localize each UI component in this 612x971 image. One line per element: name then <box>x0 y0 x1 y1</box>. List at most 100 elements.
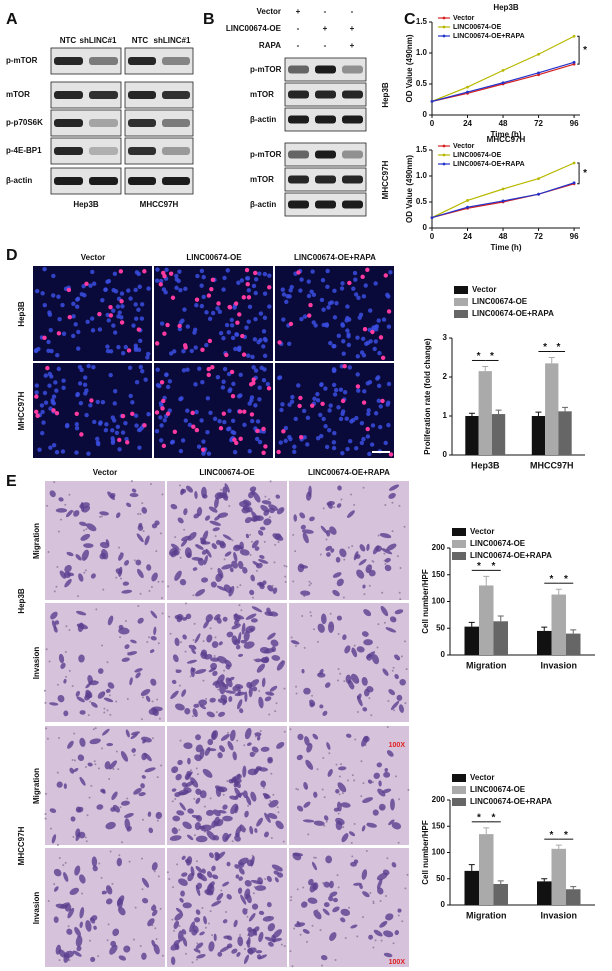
pore <box>383 621 386 624</box>
row-label: mTOR <box>250 175 274 184</box>
nucleus <box>91 364 96 370</box>
pore <box>377 623 380 626</box>
cell <box>266 902 272 908</box>
cell <box>80 533 91 541</box>
cell <box>367 779 373 784</box>
cell <box>301 529 314 534</box>
cell <box>147 811 152 817</box>
nucleus <box>346 334 351 339</box>
nucleus <box>261 377 267 383</box>
nucleus <box>249 395 255 400</box>
cell <box>217 698 228 704</box>
edu-nucleus <box>266 386 272 391</box>
cell <box>252 929 258 936</box>
nucleus <box>217 309 223 314</box>
pore <box>351 855 354 858</box>
cell <box>146 564 152 571</box>
error-bar <box>541 878 548 882</box>
cell <box>223 584 232 593</box>
pore <box>161 493 164 496</box>
x-tick-label: 24 <box>463 232 472 241</box>
cell <box>79 921 83 928</box>
cell <box>386 750 394 757</box>
cell <box>217 951 223 957</box>
pore <box>264 878 267 881</box>
pore <box>64 503 67 506</box>
significance-label: * <box>550 574 554 585</box>
nucleus <box>232 430 237 436</box>
cell <box>319 704 324 709</box>
cell <box>170 956 176 966</box>
blot-band <box>128 57 156 65</box>
cell <box>332 572 342 578</box>
cell <box>133 788 142 795</box>
cell <box>50 611 58 620</box>
pore <box>403 640 406 643</box>
pore <box>211 934 214 937</box>
cell <box>151 523 158 529</box>
nucleus <box>238 393 243 398</box>
cell <box>362 707 368 712</box>
cell <box>222 832 229 843</box>
cell <box>254 828 258 833</box>
cell <box>134 668 143 673</box>
pore <box>161 612 164 615</box>
row-label: β-actin <box>250 115 276 124</box>
nucleus <box>127 365 133 371</box>
edu-nucleus <box>162 331 167 336</box>
cell <box>329 891 338 897</box>
point <box>466 205 469 209</box>
cell <box>130 733 139 740</box>
pore <box>264 495 267 498</box>
significance-label: * <box>583 45 587 56</box>
cell <box>304 736 310 746</box>
x-tick-label: 24 <box>463 119 472 128</box>
cell <box>90 702 98 708</box>
error-bar <box>468 864 475 871</box>
pore <box>68 493 71 496</box>
cell <box>118 552 124 561</box>
cell <box>222 804 228 810</box>
edu-nucleus <box>229 369 235 375</box>
cell <box>111 791 118 801</box>
pore <box>310 614 313 617</box>
edu-nucleus <box>297 403 302 409</box>
pore <box>238 604 241 607</box>
column-label: LINC00674-OE <box>186 253 242 262</box>
cell <box>382 788 392 794</box>
cell <box>340 917 346 923</box>
pore <box>148 636 151 639</box>
cell <box>244 879 252 887</box>
nucleus <box>168 351 174 356</box>
edu-nucleus <box>249 412 255 417</box>
cell <box>75 554 82 561</box>
legend-marker <box>442 34 446 38</box>
legend-label: LINC00674-OE <box>472 297 528 306</box>
nucleus <box>105 348 111 354</box>
cell-line-label: MHCC97H <box>17 826 26 865</box>
nucleus <box>359 350 365 355</box>
cell <box>67 740 74 749</box>
cell <box>180 488 185 496</box>
pore <box>308 580 311 583</box>
nucleus <box>236 347 242 352</box>
pore <box>396 555 399 558</box>
cell <box>218 641 223 646</box>
edu-nucleus <box>380 355 386 361</box>
nucleus <box>325 284 330 289</box>
nucleus <box>51 273 56 279</box>
cell <box>260 658 269 663</box>
cell <box>190 777 199 788</box>
cell <box>170 543 180 550</box>
nucleus <box>251 283 257 289</box>
nucleus <box>196 444 202 449</box>
nucleus <box>46 339 51 345</box>
pore <box>84 765 87 768</box>
edu-nucleus <box>97 311 102 317</box>
nucleus <box>376 383 382 389</box>
nucleus <box>77 381 83 386</box>
pore <box>155 937 158 940</box>
cell <box>313 791 318 798</box>
pore <box>295 692 298 695</box>
cell <box>141 775 146 779</box>
